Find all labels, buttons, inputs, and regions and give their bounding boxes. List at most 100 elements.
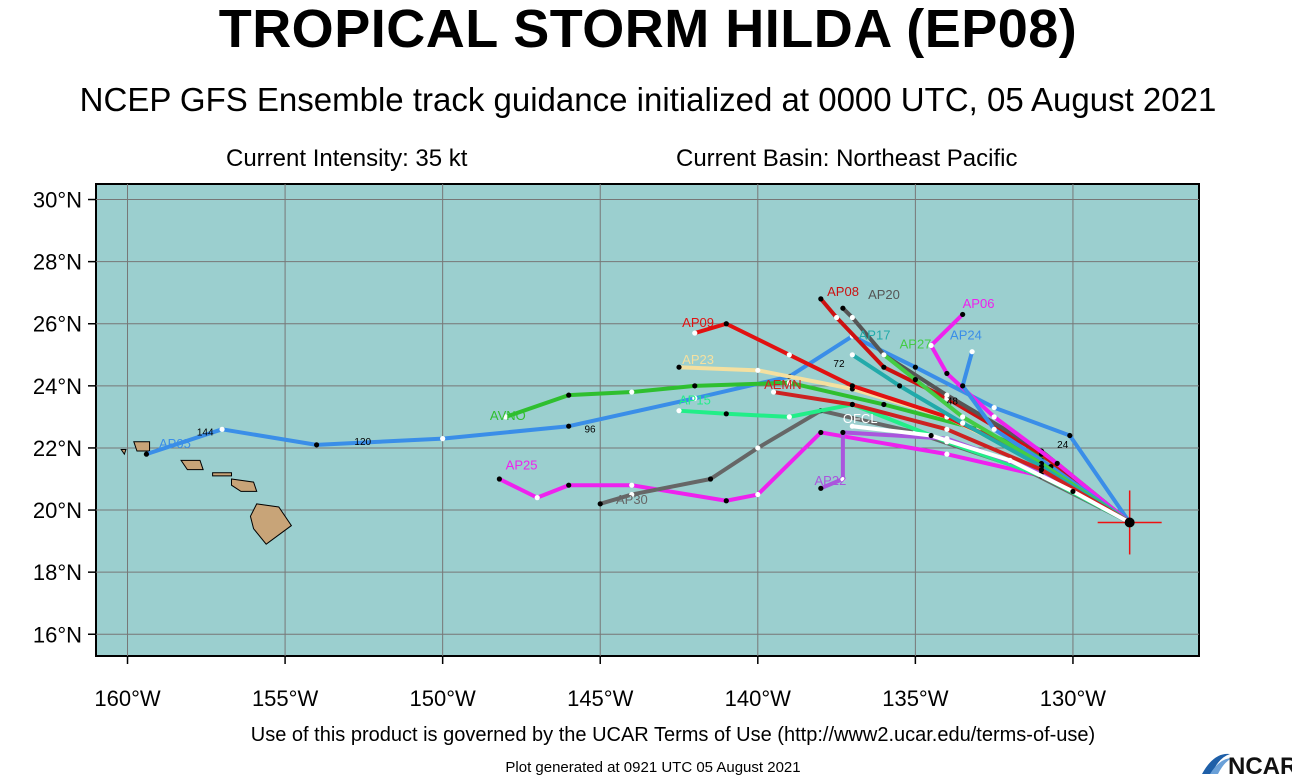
track-point	[928, 342, 934, 349]
x-tick-label: 130°W	[1040, 686, 1107, 711]
forecast-hour-label: 72	[833, 359, 845, 370]
track-point	[818, 429, 824, 436]
track-line	[145, 334, 1132, 524]
track-point	[676, 408, 682, 414]
track-point	[723, 498, 729, 504]
y-tick-label: 28°N	[33, 250, 82, 275]
track-label: AP15	[679, 392, 711, 407]
y-tick-label: 30°N	[33, 188, 82, 213]
track-label: AP09	[682, 315, 714, 330]
track-point	[1070, 488, 1076, 495]
plot-generated-time: Plot generated at 0921 UTC 05 August 202…	[505, 759, 801, 776]
track-point	[692, 383, 698, 389]
map-subtitle: NCEP GFS Ensemble track guidance initial…	[79, 81, 1217, 118]
marker-center	[1124, 517, 1135, 528]
island-molokai	[212, 472, 233, 477]
track-point	[960, 414, 966, 420]
track-point	[944, 451, 950, 457]
track-point	[143, 451, 150, 457]
track-point	[496, 476, 502, 482]
track-point	[692, 330, 698, 336]
track-point	[219, 426, 225, 432]
track-label: AP06	[963, 296, 995, 311]
forecast-hour-label: 144	[197, 428, 214, 439]
x-tick-label: 155°W	[252, 686, 319, 711]
track-point	[755, 367, 761, 373]
track-point	[944, 392, 950, 398]
track-label: OFCL	[843, 411, 878, 426]
track-point	[629, 389, 635, 395]
track-label: AP23	[682, 352, 714, 367]
track-point	[881, 352, 887, 358]
current-position-marker	[1097, 490, 1162, 555]
track-point	[840, 305, 846, 311]
track-point	[849, 352, 855, 358]
island-big-island	[249, 503, 293, 545]
y-tick-label: 24°N	[33, 374, 82, 399]
track-point	[849, 423, 855, 429]
track-label: AP25	[506, 458, 538, 473]
track-aemn: AEMN	[764, 377, 1131, 525]
x-tick-label: 150°W	[410, 686, 477, 711]
track-point	[991, 404, 997, 411]
current-basin: Current Basin: Northeast Pacific	[676, 145, 1018, 172]
track-label: AP08	[827, 284, 859, 299]
track-point	[960, 420, 966, 426]
track-point	[818, 296, 824, 302]
track-point	[840, 476, 846, 482]
track-ofcl: OFCL	[843, 411, 1131, 525]
track-point	[849, 383, 855, 389]
track-label: AP24	[950, 327, 982, 342]
track-point	[928, 432, 934, 439]
ensemble-tracks: AP05 AVNO AP25 AP30 AP15 AP23 AP09 AP08 AP20 AP06…	[143, 284, 1132, 525]
terms-of-use: Use of this product is governed by the U…	[250, 724, 1096, 746]
track-point	[991, 426, 997, 432]
track-point	[840, 429, 846, 436]
track-line	[498, 430, 1131, 525]
track-label: AP30	[616, 492, 648, 507]
island-niihau	[120, 449, 127, 456]
ncar-logo-text: NCAR	[1228, 753, 1292, 778]
track-point	[723, 411, 729, 417]
track-point	[707, 476, 714, 482]
forecast-hour-label: 96	[584, 424, 596, 435]
track-point	[1038, 467, 1045, 473]
track-point	[960, 311, 966, 318]
forecast-hour-label: 24	[1057, 440, 1069, 451]
longitude-axis: 160°W 155°W 150°W 145°W 140°W 135°W 130°W	[94, 656, 1106, 711]
y-tick-label: 16°N	[33, 622, 82, 647]
forecast-hour-label: 48	[947, 396, 959, 407]
y-tick-label: 20°N	[33, 498, 82, 523]
track-point	[912, 364, 918, 370]
y-tick-label: 22°N	[33, 436, 82, 461]
track-label: AP27	[900, 337, 932, 352]
track-point	[881, 401, 887, 408]
track-point	[960, 383, 966, 389]
track-point	[1067, 432, 1073, 439]
forecast-hour-label: 120	[354, 437, 371, 448]
track-point	[849, 314, 855, 321]
ocean-background	[95, 183, 1200, 657]
x-tick-label: 140°W	[725, 686, 792, 711]
track-label: AP05	[159, 436, 191, 451]
island-oahu	[180, 459, 204, 471]
track-point	[566, 423, 572, 429]
y-tick-label: 18°N	[33, 560, 82, 585]
track-label: AP20	[868, 287, 900, 302]
map-title: TROPICAL STORM HILDA (EP08)	[218, 0, 1078, 59]
track-point	[566, 392, 572, 398]
track-point	[818, 485, 824, 491]
track-label: AP22	[815, 473, 847, 488]
track-point	[692, 395, 698, 401]
track-point	[440, 436, 446, 442]
track-point	[786, 380, 792, 386]
island-maui	[231, 478, 258, 492]
track-label: AEMN	[764, 377, 802, 392]
ncar-logo: NCAR	[1200, 748, 1296, 780]
track-point	[944, 370, 950, 377]
track-point	[755, 445, 761, 451]
track-point	[534, 495, 540, 501]
y-tick-label: 26°N	[33, 312, 82, 337]
track-point	[944, 426, 950, 432]
